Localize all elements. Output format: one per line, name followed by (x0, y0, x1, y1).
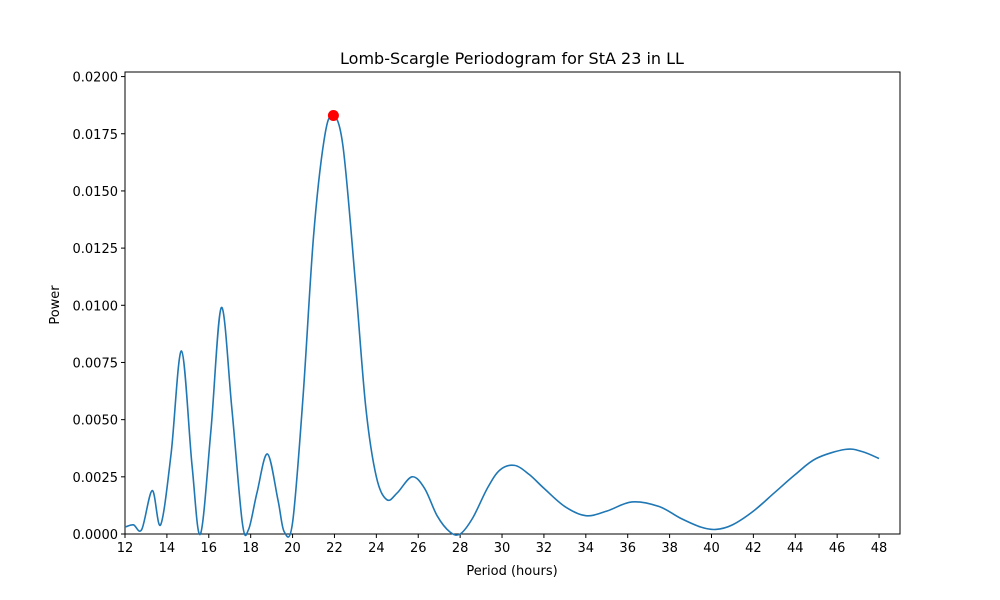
x-tick-label: 20 (284, 541, 301, 556)
x-tick-label: 24 (368, 541, 385, 556)
x-tick-label: 34 (578, 541, 595, 556)
y-axis: 0.0000 0.0025 0.0050 0.0075 0.0100 0.0125 0.01… (73, 71, 125, 543)
x-tick-label: 40 (703, 541, 720, 556)
x-tick-label: 42 (745, 541, 762, 556)
y-tick-label: 0.0175 (73, 128, 119, 143)
y-tick-label: 0.0125 (73, 242, 119, 257)
x-tick-label: 38 (661, 541, 678, 556)
x-tick-label: 12 (117, 541, 134, 556)
x-tick-label: 32 (536, 541, 553, 556)
x-tick-label: 16 (201, 541, 218, 556)
x-tick-label: 44 (787, 541, 804, 556)
x-tick-label: 36 (619, 541, 636, 556)
x-axis-label: Period (hours) (466, 564, 557, 579)
y-tick-label: 0.0050 (73, 414, 119, 429)
y-tick-label: 0.0075 (73, 356, 119, 371)
plot-area-frame (124, 71, 901, 535)
y-axis-label: Power (48, 285, 63, 325)
x-tick-label: 26 (410, 541, 427, 556)
y-tick-label: 0.0000 (73, 528, 119, 543)
y-tick-label: 0.0025 (73, 471, 119, 486)
y-tick-label: 0.0200 (73, 71, 119, 86)
x-tick-label: 28 (452, 541, 469, 556)
peak-marker (327, 109, 339, 121)
chart-title: Lomb-Scargle Periodogram for StA 23 in L… (340, 49, 684, 68)
x-tick-label: 22 (326, 541, 343, 556)
x-tick-label: 14 (159, 541, 176, 556)
x-tick-label: 48 (871, 541, 888, 556)
x-axis: 12 14 16 18 20 22 24 26 28 30 32 34 36 38 40 42 44 46 48 (117, 534, 888, 556)
periodogram-line (124, 114, 880, 538)
y-tick-label: 0.0150 (73, 185, 119, 200)
y-tick-label: 0.0100 (73, 299, 119, 314)
x-tick-label: 18 (242, 541, 259, 556)
x-tick-label: 30 (494, 541, 511, 556)
x-tick-label: 46 (829, 541, 846, 556)
